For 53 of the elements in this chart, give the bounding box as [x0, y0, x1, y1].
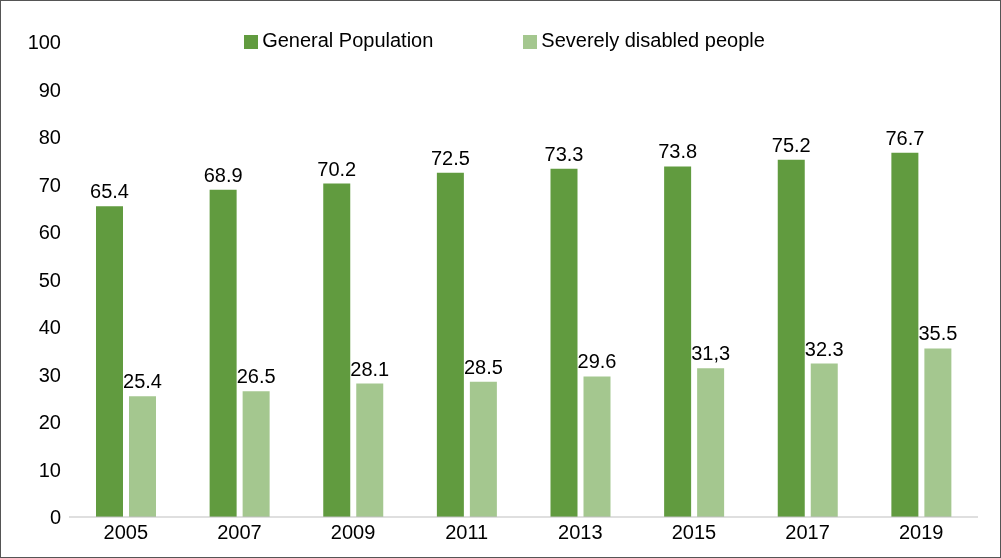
x-tick-label: 2009: [330, 521, 376, 544]
data-label: 72.5: [430, 146, 470, 169]
bar: [550, 168, 578, 517]
data-label: 70.2: [317, 157, 357, 180]
data-label: 75.2: [771, 133, 811, 156]
x-tick-label: 2005: [103, 521, 149, 544]
data-label: 26.5: [236, 365, 276, 388]
legend-label: General Population: [262, 29, 434, 51]
bar: [436, 172, 464, 517]
bar: [129, 396, 156, 517]
y-tick-label: 90: [38, 78, 61, 101]
data-label: 73.8: [658, 140, 698, 163]
data-label: 29.6: [577, 350, 617, 373]
data-label: 28.5: [463, 355, 503, 378]
x-tick-label: 2019: [898, 521, 944, 544]
bar: [96, 206, 123, 517]
bar: [810, 363, 838, 517]
bar: [697, 368, 725, 517]
bar: [469, 381, 497, 517]
x-tick-label: 2015: [671, 521, 717, 544]
data-label: 31,3: [691, 342, 731, 365]
y-tick-label: 20: [38, 411, 61, 434]
bar: [242, 391, 270, 517]
x-tick-label: 2007: [217, 521, 262, 544]
bar: [664, 166, 692, 517]
data-label: 25.4: [123, 370, 162, 393]
y-tick-label: 60: [38, 221, 61, 244]
y-tick-label: 30: [38, 363, 61, 386]
y-tick-label: 80: [38, 126, 61, 149]
bar: [323, 183, 351, 517]
data-label: 73.3: [544, 142, 584, 165]
y-tick-label: 100: [27, 31, 61, 54]
x-tick-label: 2013: [558, 521, 603, 544]
x-tick-label: 2017: [785, 521, 830, 544]
y-tick-label: 70: [38, 173, 61, 196]
bar: [583, 376, 611, 517]
bar: [777, 159, 805, 517]
data-label: 65.4: [90, 180, 129, 203]
bar: [209, 189, 237, 517]
x-tick-label: 2011: [445, 521, 489, 544]
data-label: 76.7: [885, 126, 925, 149]
y-tick-label: 50: [38, 268, 61, 291]
bar: [891, 152, 919, 517]
data-label: 35.5: [918, 322, 958, 345]
bar: [356, 383, 384, 517]
y-tick-label: 40: [38, 316, 61, 339]
y-tick-label: 10: [38, 458, 61, 481]
data-label: 32.3: [804, 337, 844, 360]
data-label: 28.1: [350, 357, 390, 380]
bar: [924, 348, 952, 517]
y-tick-label: 0: [49, 506, 61, 529]
legend-label: Severely disabled people: [541, 29, 765, 51]
data-label: 68.9: [203, 163, 243, 186]
